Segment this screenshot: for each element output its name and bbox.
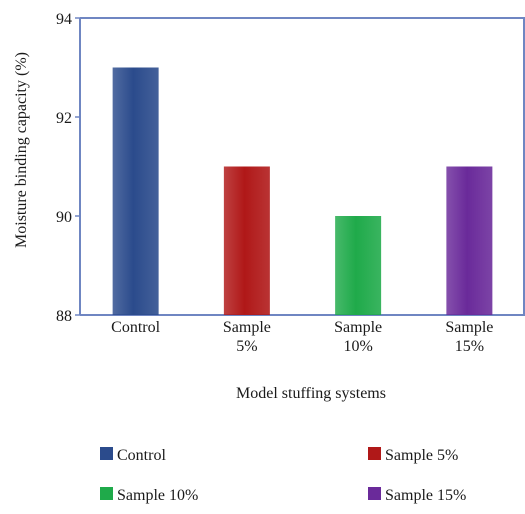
legend-swatch bbox=[100, 487, 113, 500]
bar-sample-10- bbox=[335, 216, 382, 315]
y-tick-label: 92 bbox=[56, 110, 72, 127]
y-tick-label: 90 bbox=[56, 209, 72, 226]
x-tick-label: Sample 10% bbox=[334, 319, 382, 355]
x-tick-label: Control bbox=[111, 319, 160, 336]
x-tick-label: Sample 5% bbox=[223, 319, 271, 355]
x-tick-label: Sample 15% bbox=[445, 319, 493, 355]
legend-swatch bbox=[368, 487, 381, 500]
bar-sample-5- bbox=[223, 166, 270, 315]
y-tick-label: 88 bbox=[56, 308, 72, 325]
bars bbox=[112, 67, 493, 315]
legend-label: Sample 15% bbox=[385, 487, 466, 504]
legend-swatch bbox=[100, 447, 113, 460]
y-tick-label: 94 bbox=[56, 11, 72, 28]
x-tick-labels: Control Sample 5% Sample 10% Sample 15% bbox=[111, 319, 493, 355]
legend-label: Sample 10% bbox=[117, 487, 198, 504]
legend-label: Sample 5% bbox=[385, 447, 458, 464]
legend-swatch bbox=[368, 447, 381, 460]
bar-control bbox=[112, 67, 159, 315]
bar-sample-15- bbox=[446, 166, 493, 315]
legend: Control Sample 5% Sample 10% Sample 15% bbox=[100, 447, 466, 504]
x-axis-label: Model stuffing systems bbox=[236, 385, 386, 402]
y-axis-label: Moisture binding capacity (%) bbox=[13, 52, 30, 248]
legend-label: Control bbox=[117, 447, 166, 464]
y-ticks: 88 90 92 94 bbox=[56, 11, 80, 325]
